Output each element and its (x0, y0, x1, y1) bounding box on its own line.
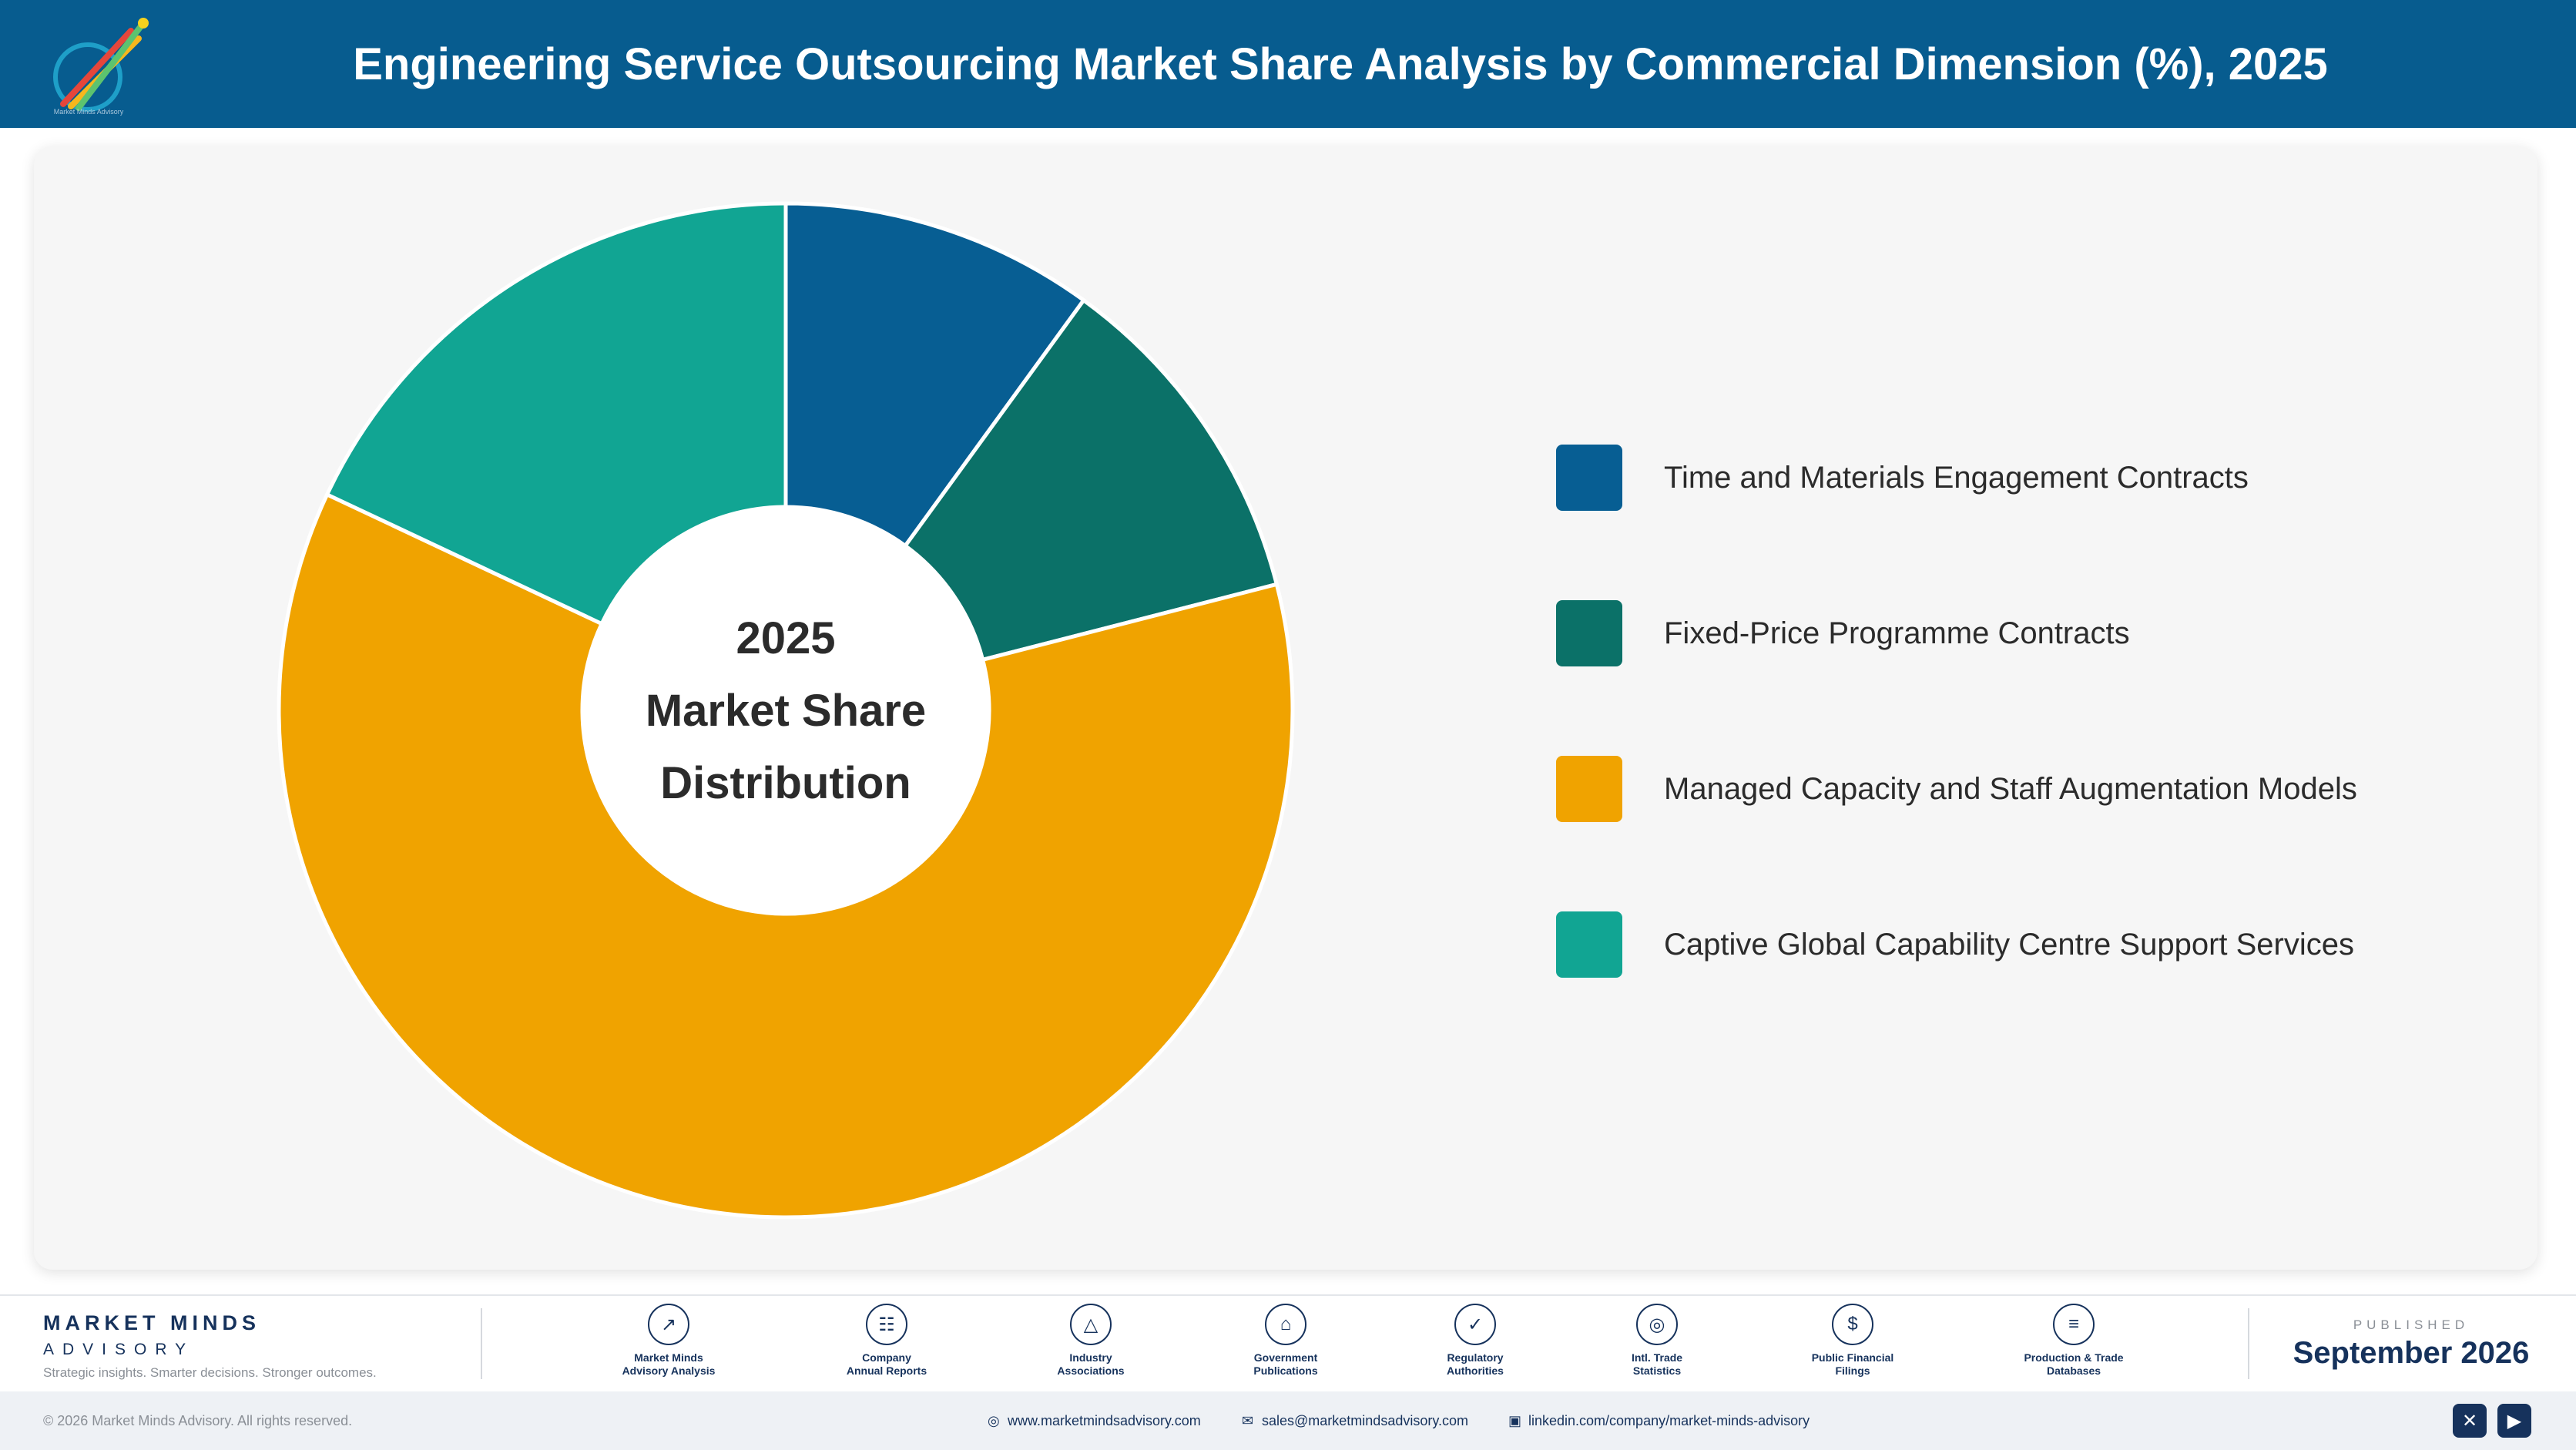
source-item: $ Public Financial Filings (1772, 1304, 1934, 1378)
source-label: Production & Trade Databases (1993, 1351, 2155, 1378)
source-item: ◎ Intl. Trade Statistics (1576, 1304, 1738, 1378)
donut-slice-4 (324, 201, 788, 626)
youtube-icon: ▶ (2507, 1410, 2522, 1432)
source-item: ↗ Market Minds Advisory Analysis (588, 1304, 750, 1378)
x-icon: ✕ (2461, 1410, 2478, 1432)
source-label: Company Annual Reports (806, 1351, 968, 1378)
source-item: ✓ Regulatory Authorities (1394, 1304, 1556, 1378)
source-label-line: Company (862, 1351, 911, 1364)
source-label-line: Filings (1835, 1364, 1870, 1377)
divider (2248, 1308, 2249, 1379)
page-title: Engineering Service Outsourcing Market S… (353, 39, 2328, 89)
legend-swatch (1556, 911, 1622, 978)
source-item: ⌂ Government Publications (1205, 1304, 1367, 1378)
legend-label: Fixed-Price Programme Contracts (1664, 616, 2130, 650)
donut-slice-1 (783, 201, 1087, 549)
center-label-line-3: Distribution (660, 758, 911, 808)
brand-tagline: Strategic insights. Smarter decisions. S… (43, 1365, 377, 1380)
government-building-icon: ⌂ (1265, 1304, 1306, 1345)
footer-contact-bar: © 2026 Market Minds Advisory. All rights… (0, 1391, 2576, 1450)
network-icon: △ (1070, 1304, 1112, 1345)
source-label: Market Minds Advisory Analysis (588, 1351, 750, 1378)
website-link[interactable]: ◎ www.marketmindsadvisory.com (988, 1391, 1201, 1450)
legend-item-1: Time and Materials Engagement Contracts (1556, 445, 2558, 511)
legend-swatch (1556, 600, 1622, 666)
legend-item-2: Fixed-Price Programme Contracts (1556, 600, 2558, 666)
shield-check-icon: ✓ (1454, 1304, 1496, 1345)
legend-item-4: Captive Global Capability Centre Support… (1556, 911, 2558, 978)
linkedin-icon: ▣ (1508, 1413, 1522, 1428)
legend-swatch (1556, 756, 1622, 822)
brand-subtitle: ADVISORY (43, 1341, 195, 1358)
legend-label: Managed Capacity and Staff Augmentation … (1664, 772, 2357, 806)
source-label-line: Authorities (1447, 1364, 1504, 1377)
dollar-coin-icon: $ (1832, 1304, 1873, 1345)
source-label-line: Advisory Analysis (622, 1364, 716, 1377)
source-label-line: Government (1253, 1351, 1318, 1364)
source-label: Public Financial Filings (1772, 1351, 1934, 1378)
website-text: www.marketmindsadvisory.com (1008, 1413, 1201, 1428)
donut-chart: 2025 Market Share Distribution (277, 201, 1295, 1220)
source-label-line: Annual Reports (846, 1364, 927, 1377)
divider (481, 1308, 482, 1379)
source-label-line: Industry (1069, 1351, 1112, 1364)
source-label-line: Production & Trade (2024, 1351, 2124, 1364)
source-label: Intl. Trade Statistics (1576, 1351, 1738, 1378)
globe-icon: ◎ (988, 1413, 1000, 1428)
source-label-line: Market Minds (634, 1351, 703, 1364)
legend-label: Captive Global Capability Centre Support… (1664, 928, 2354, 962)
footer-sources-bar: MARKET MINDS ADVISORY Strategic insights… (0, 1294, 2576, 1393)
logo-icon (53, 18, 149, 112)
published-date: September 2026 (2293, 1336, 2530, 1370)
donut-slice-2 (902, 297, 1280, 663)
source-label-line: Regulatory (1447, 1351, 1504, 1364)
linkedin-link[interactable]: ▣ linkedin.com/company/market-minds-advis… (1508, 1391, 1810, 1450)
trend-chart-icon: ↗ (648, 1304, 689, 1345)
donut-center (584, 509, 988, 912)
source-label: Regulatory Authorities (1394, 1351, 1556, 1378)
source-item: ≡ Production & Trade Databases (1993, 1304, 2155, 1378)
source-label: Industry Associations (1010, 1351, 1172, 1378)
published-label: PUBLISHED (2353, 1317, 2470, 1332)
brand-name: MARKET MINDS (43, 1311, 260, 1334)
source-item: △ Industry Associations (1010, 1304, 1172, 1378)
copyright-text: © 2026 Market Minds Advisory. All rights… (43, 1413, 353, 1428)
source-label-line: Intl. Trade (1631, 1351, 1683, 1364)
youtube-social-button[interactable]: ▶ (2497, 1404, 2531, 1438)
email-text: sales@marketmindsadvisory.com (1262, 1413, 1469, 1428)
source-label-line: Public Financial (1811, 1351, 1894, 1364)
globe-icon: ◎ (1636, 1304, 1678, 1345)
header-bar: Market Minds Advisory Engineering Servic… (0, 0, 2576, 128)
source-label-line: Statistics (1632, 1364, 1682, 1377)
source-label-line: Publications (1253, 1364, 1318, 1377)
source-item: ☷ Company Annual Reports (806, 1304, 968, 1378)
legend-swatch (1556, 445, 1622, 511)
source-label: Government Publications (1205, 1351, 1367, 1378)
legend-item-3: Managed Capacity and Staff Augmentation … (1556, 756, 2558, 822)
legend-label: Time and Materials Engagement Contracts (1664, 461, 2249, 495)
email-link[interactable]: ✉ sales@marketmindsadvisory.com (1242, 1391, 1468, 1450)
x-social-button[interactable]: ✕ (2453, 1404, 2487, 1438)
center-label-line-1: 2025 (736, 613, 835, 663)
donut-slice-3 (277, 492, 1295, 1220)
center-label-line-2: Market Share (646, 686, 926, 736)
mail-icon: ✉ (1242, 1413, 1254, 1428)
source-label-line: Associations (1057, 1364, 1125, 1377)
chart-card: 2025 Market Share Distribution Time and Ma… (34, 146, 2537, 1270)
linkedin-text: linkedin.com/company/market-minds-adviso… (1528, 1413, 1810, 1428)
database-icon: ≡ (2053, 1304, 2095, 1345)
logo-text: Market Minds Advisory (53, 108, 124, 116)
source-label-line: Databases (2046, 1364, 2101, 1377)
document-icon: ☷ (866, 1304, 907, 1345)
